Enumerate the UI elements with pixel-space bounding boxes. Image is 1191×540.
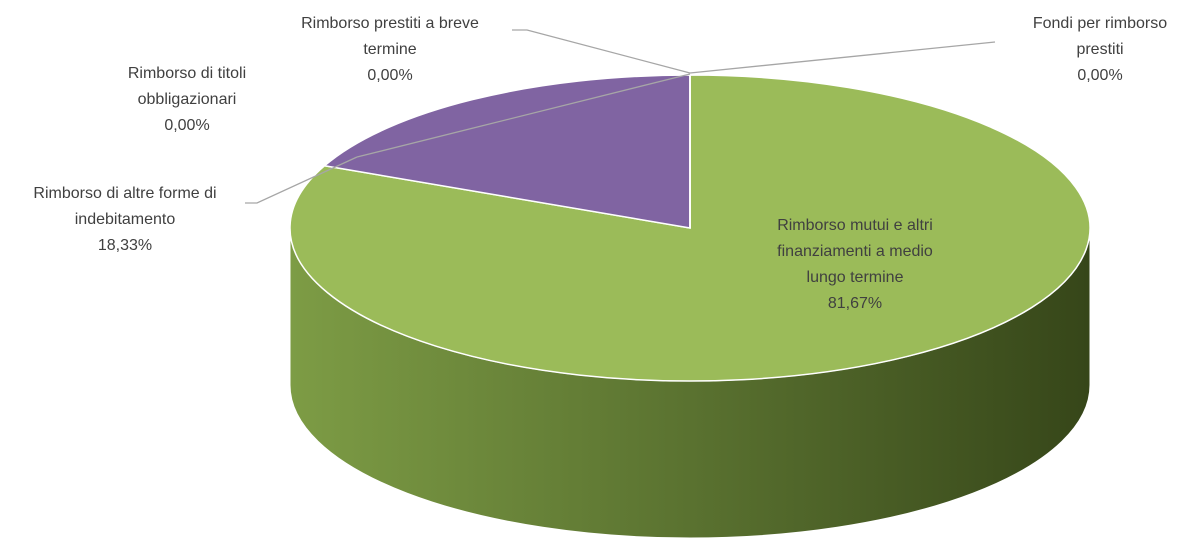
label-value: 0,00% bbox=[164, 117, 210, 134]
label-name: Rimborso prestiti a breve termine bbox=[301, 15, 479, 58]
data-label: Rimborso di altre forme di indebitamento… bbox=[23, 181, 228, 259]
label-name: Rimborso di titoli obbligazionari bbox=[127, 65, 247, 108]
label-name: Rimborso mutui e altri finanziamenti a m… bbox=[777, 217, 933, 286]
leader-line bbox=[512, 29, 691, 74]
leader-line bbox=[245, 156, 358, 204]
leader-lines bbox=[245, 29, 996, 204]
data-label: Rimborso prestiti a breve termine 0,00% bbox=[283, 11, 498, 89]
pie-slice bbox=[322, 74, 691, 229]
label-value: 81,67% bbox=[827, 295, 883, 312]
label-value: 0,00% bbox=[1077, 67, 1123, 84]
label-name: Rimborso di altre forme di indebitamento bbox=[33, 185, 217, 228]
leader-line bbox=[356, 73, 691, 158]
data-label: Rimborso mutui e altri finanziamenti a m… bbox=[760, 213, 950, 317]
data-label: Rimborso di titoli obbligazionari 0,00% bbox=[112, 61, 262, 139]
label-name: Fondi per rimborso prestiti bbox=[1032, 15, 1168, 58]
label-value: 18,33% bbox=[97, 237, 153, 254]
label-value: 0,00% bbox=[367, 67, 413, 84]
leader-line bbox=[689, 41, 996, 74]
data-label: Fondi per rimborso prestiti 0,00% bbox=[1015, 11, 1185, 89]
